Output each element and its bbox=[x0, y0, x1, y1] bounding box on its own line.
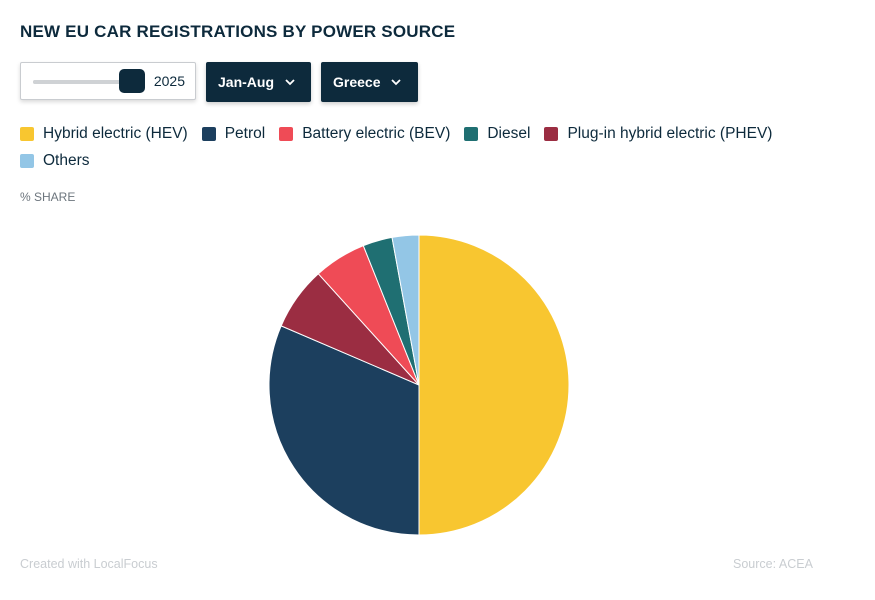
legend-item-others[interactable]: Others bbox=[20, 151, 90, 171]
country-dropdown-label: Greece bbox=[333, 74, 381, 90]
legend-swatch bbox=[279, 127, 294, 141]
pie-slice-hybrid-electric-hev[interactable] bbox=[418, 234, 570, 536]
chevron-down-icon bbox=[391, 79, 402, 86]
year-slider-fill bbox=[33, 80, 143, 84]
legend-item-diesel[interactable]: Diesel bbox=[464, 124, 530, 144]
credit-text: Created with LocalFocus bbox=[20, 557, 158, 571]
country-dropdown[interactable]: Greece bbox=[321, 62, 418, 102]
legend-swatch bbox=[20, 127, 34, 141]
year-slider-thumb[interactable] bbox=[119, 69, 145, 93]
year-slider[interactable]: 2025 bbox=[20, 62, 196, 100]
legend-label: Hybrid electric (HEV) bbox=[43, 125, 188, 142]
legend-item-phev[interactable]: Plug-in hybrid electric (PHEV) bbox=[544, 124, 772, 144]
legend-item-bev[interactable]: Battery electric (BEV) bbox=[279, 124, 450, 144]
controls-bar: 2025 Jan-Aug Greece bbox=[20, 62, 418, 102]
legend-label: Battery electric (BEV) bbox=[302, 125, 451, 142]
legend-swatch bbox=[20, 154, 34, 168]
legend-item-petrol[interactable]: Petrol bbox=[201, 124, 266, 144]
legend-label: Diesel bbox=[487, 125, 531, 142]
legend-label: Petrol bbox=[224, 125, 266, 142]
pie-slice-petrol[interactable] bbox=[268, 325, 420, 536]
legend-swatch bbox=[201, 127, 216, 141]
pie-slice-others[interactable] bbox=[391, 234, 420, 386]
legend-item-hev[interactable]: Hybrid electric (HEV) bbox=[20, 124, 188, 144]
legend-swatch bbox=[544, 127, 559, 141]
legend-swatch bbox=[464, 127, 479, 141]
legend-label: Plug-in hybrid electric (PHEV) bbox=[567, 125, 773, 142]
period-dropdown[interactable]: Jan-Aug bbox=[206, 62, 311, 102]
source-text: Source: ACEA bbox=[733, 557, 813, 571]
chart-title: NEW EU CAR REGISTRATIONS BY POWER SOURCE bbox=[20, 22, 456, 41]
year-slider-track[interactable] bbox=[33, 80, 143, 84]
period-dropdown-label: Jan-Aug bbox=[218, 74, 274, 90]
legend-label: Others bbox=[43, 152, 90, 169]
year-value: 2025 bbox=[153, 73, 185, 89]
legend: Hybrid electric (HEV) Petrol Battery ele… bbox=[20, 124, 840, 171]
chevron-down-icon bbox=[285, 79, 295, 86]
axis-unit-label: % SHARE bbox=[20, 190, 76, 204]
